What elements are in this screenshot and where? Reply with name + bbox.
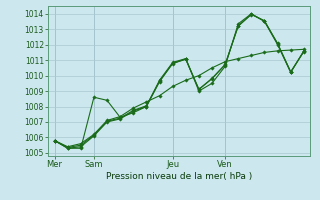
X-axis label: Pression niveau de la mer( hPa ): Pression niveau de la mer( hPa ) <box>106 172 252 181</box>
